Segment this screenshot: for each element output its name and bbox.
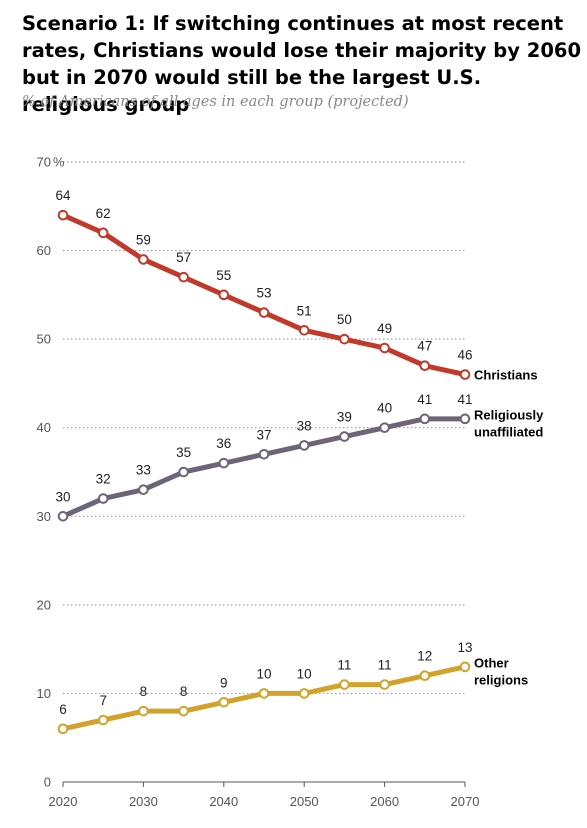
data-point-1-7 (339, 431, 350, 442)
data-label-2-1: 7 (99, 693, 107, 708)
data-label-0-2: 59 (136, 232, 151, 247)
data-label-0-9: 47 (417, 339, 432, 354)
data-point-2-0 (57, 723, 69, 735)
data-point-1-8 (379, 422, 390, 434)
y-tick-label: 40 (37, 420, 51, 435)
data-point-0-7 (339, 333, 350, 345)
data-point-2-3 (178, 705, 189, 717)
data-point-0-4 (218, 289, 230, 301)
data-label-1-8: 40 (377, 401, 392, 416)
data-point-1-5 (258, 448, 270, 460)
series-label-line: Other (474, 655, 509, 670)
data-point-0-1 (97, 227, 109, 239)
chart-subtitle: % of Americans of all ages in each group… (22, 94, 409, 110)
data-label-0-3: 57 (176, 250, 191, 265)
data-label-1-0: 30 (55, 489, 70, 504)
data-label-1-5: 37 (256, 427, 271, 442)
data-label-0-6: 51 (297, 303, 312, 318)
data-point-2-8 (379, 679, 390, 690)
data-point-1-6 (298, 440, 310, 451)
data-label-2-7: 11 (337, 658, 351, 673)
data-point-2-6 (298, 688, 310, 699)
data-point-1-10 (459, 413, 471, 425)
data-point-1-0 (57, 510, 69, 522)
data-label-0-0: 64 (55, 188, 71, 203)
data-point-0-3 (178, 271, 189, 283)
y-tick-label: 30 (37, 509, 51, 524)
data-label-2-4: 9 (220, 675, 228, 690)
data-label-1-7: 39 (337, 410, 352, 425)
data-label-0-7: 50 (337, 312, 352, 327)
data-point-0-10 (459, 369, 471, 380)
data-label-0-1: 62 (96, 206, 111, 221)
data-label-1-10: 41 (457, 392, 472, 407)
data-point-0-9 (419, 360, 431, 372)
data-label-0-8: 49 (377, 321, 392, 336)
y-tick-label: 0 (44, 775, 51, 790)
series-lines (57, 209, 471, 735)
data-point-0-8 (379, 342, 390, 354)
data-point-2-7 (339, 679, 350, 690)
data-label-1-4: 36 (216, 436, 231, 451)
data-label-0-10: 46 (457, 348, 472, 363)
data-point-0-6 (298, 324, 310, 336)
data-point-2-9 (419, 670, 431, 682)
data-point-2-5 (258, 688, 270, 699)
data-label-2-6: 10 (297, 666, 312, 681)
data-label-2-10: 13 (457, 640, 472, 655)
data-label-0-4: 55 (216, 268, 231, 283)
data-label-2-9: 12 (417, 649, 432, 664)
data-label-2-5: 10 (256, 666, 271, 681)
data-point-2-10 (459, 661, 471, 673)
data-point-0-0 (57, 209, 69, 221)
y-tick-label: 20 (37, 597, 51, 612)
series-label-line: unaffiliated (474, 424, 543, 439)
data-label-1-2: 33 (136, 463, 151, 478)
data-label-2-2: 8 (140, 684, 148, 699)
x-tick-label: 2070 (451, 794, 480, 809)
data-point-0-2 (138, 254, 149, 265)
x-tick-label: 2050 (290, 794, 319, 809)
x-tick-label: 2020 (49, 794, 78, 809)
series-label-line: Christians (474, 368, 538, 383)
series-label-0: Christians (474, 368, 538, 383)
data-label-0-5: 53 (256, 286, 271, 301)
y-unit-label: % (53, 155, 65, 170)
chart-title: Scenario 1: If switching continues at mo… (22, 12, 582, 116)
series-label-1: Religiously unaffiliated (474, 407, 544, 439)
series-label-2: Other religions (474, 655, 528, 687)
data-label-2-0: 6 (59, 702, 67, 717)
data-label-1-3: 35 (176, 445, 191, 460)
data-label-2-3: 8 (180, 684, 188, 699)
data-label-1-1: 32 (96, 472, 111, 487)
y-tick-label: 50 (37, 332, 51, 347)
series-label-line: Religiously (474, 407, 544, 422)
y-tick-label: 10 (37, 686, 51, 701)
data-point-1-9 (419, 413, 431, 425)
data-point-1-3 (178, 466, 189, 478)
y-tick-label: 60 (37, 243, 51, 258)
x-tick-label: 2040 (209, 794, 238, 809)
data-point-0-5 (258, 307, 270, 318)
data-label-1-6: 38 (297, 418, 312, 433)
data-point-1-2 (138, 484, 149, 496)
x-tick-label: 2030 (129, 794, 158, 809)
data-label-1-9: 41 (417, 392, 432, 407)
data-point-1-4 (218, 457, 230, 469)
data-point-2-1 (97, 714, 109, 726)
data-point-2-4 (218, 696, 230, 708)
y-tick-label: 70 (37, 155, 51, 170)
data-point-2-2 (138, 705, 149, 717)
x-tick-label: 2060 (370, 794, 399, 809)
data-point-1-1 (97, 493, 109, 504)
data-label-2-8: 11 (378, 658, 392, 673)
series-label-line: religions (474, 672, 528, 687)
